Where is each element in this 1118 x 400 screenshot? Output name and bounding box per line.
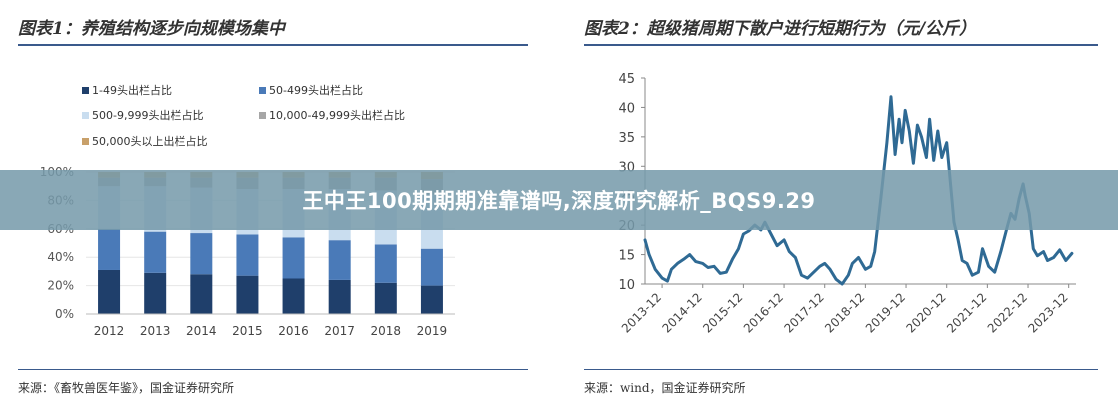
y-tick-label: 0%	[55, 307, 74, 321]
x-tick-label: 2017	[324, 324, 355, 338]
legend-label: 10,000-49,999头出栏占比	[269, 108, 405, 122]
x-tick-label: 2023-12	[1025, 290, 1070, 335]
y-tick-label: 15	[618, 249, 635, 264]
x-tick-label: 2017-12	[781, 290, 826, 335]
bar-segment	[420, 285, 443, 314]
y-tick-label: 40%	[47, 250, 74, 264]
y-tick-label: 40	[618, 101, 635, 116]
legend-swatch	[259, 87, 266, 94]
bar-segment	[236, 275, 259, 314]
overlay-banner-text: 王中王100期期期准靠谱吗,深度研究解析_BQS9.29	[302, 189, 816, 213]
bar-segment	[144, 231, 167, 273]
legend-label: 50-499头出栏占比	[269, 83, 363, 97]
x-tick-label: 2018	[371, 324, 402, 338]
bar-segment	[420, 248, 443, 286]
x-tick-label: 2012	[94, 324, 125, 338]
x-tick-label: 2016	[278, 324, 309, 338]
bar-segment	[328, 240, 351, 280]
x-tick-label: 2022-12	[985, 290, 1030, 335]
legend-swatch	[82, 112, 89, 119]
x-tick-label: 2014	[186, 324, 217, 338]
left-chart-title: 图表1：养殖结构逐步向规模场集中	[18, 19, 285, 39]
bar-segment	[144, 272, 167, 314]
legend-swatch	[82, 138, 89, 145]
bar-segment	[98, 228, 121, 270]
x-tick-label: 2019	[417, 324, 448, 338]
left-title-rule	[18, 44, 528, 46]
legend-label: 500-9,999头出栏占比	[92, 108, 203, 122]
bar-segment	[236, 234, 259, 276]
overlay-banner: 王中王100期期期准靠谱吗,深度研究解析_BQS9.29	[0, 170, 1118, 230]
bar-segment	[282, 237, 305, 279]
legend-label: 50,000头以上出栏占比	[92, 134, 208, 148]
legend-swatch	[259, 112, 266, 119]
right-title-rule	[584, 44, 1098, 46]
legend-swatch	[82, 87, 89, 94]
x-tick-label: 2015	[232, 324, 263, 338]
bar-segment	[190, 274, 213, 314]
bar-segment	[374, 244, 397, 283]
bar-segment	[282, 278, 305, 314]
right-source-note: 来源：wind，国金证券研究所	[584, 381, 746, 395]
right-source-rule	[584, 369, 1098, 370]
x-tick-label: 2015-12	[700, 290, 745, 335]
y-tick-label: 35	[618, 131, 635, 146]
x-tick-label: 2016-12	[741, 290, 786, 335]
left-source-rule	[18, 369, 528, 370]
bar-segment	[374, 282, 397, 314]
x-tick-label: 2013-12	[619, 290, 664, 335]
bar-segment	[98, 269, 121, 314]
x-tick-label: 2020-12	[903, 290, 948, 335]
y-tick-label: 20%	[47, 279, 74, 293]
left-source-note: 来源：《畜牧兽医年鉴》，国金证券研究所	[18, 381, 235, 395]
x-tick-label: 2019-12	[863, 290, 908, 335]
x-tick-label: 2014-12	[660, 290, 705, 335]
bar-segment	[190, 233, 213, 275]
bar-segment	[328, 279, 351, 314]
y-tick-label: 45	[618, 72, 635, 87]
x-tick-label: 2018-12	[822, 290, 867, 335]
x-tick-label: 2021-12	[944, 290, 989, 335]
x-tick-label: 2013	[140, 324, 171, 338]
right-chart-title: 图表2：超级猪周期下散户进行短期行为（元/公斤）	[584, 19, 977, 39]
legend-label: 1-49头出栏占比	[92, 83, 172, 97]
y-tick-label: 10	[618, 278, 635, 293]
